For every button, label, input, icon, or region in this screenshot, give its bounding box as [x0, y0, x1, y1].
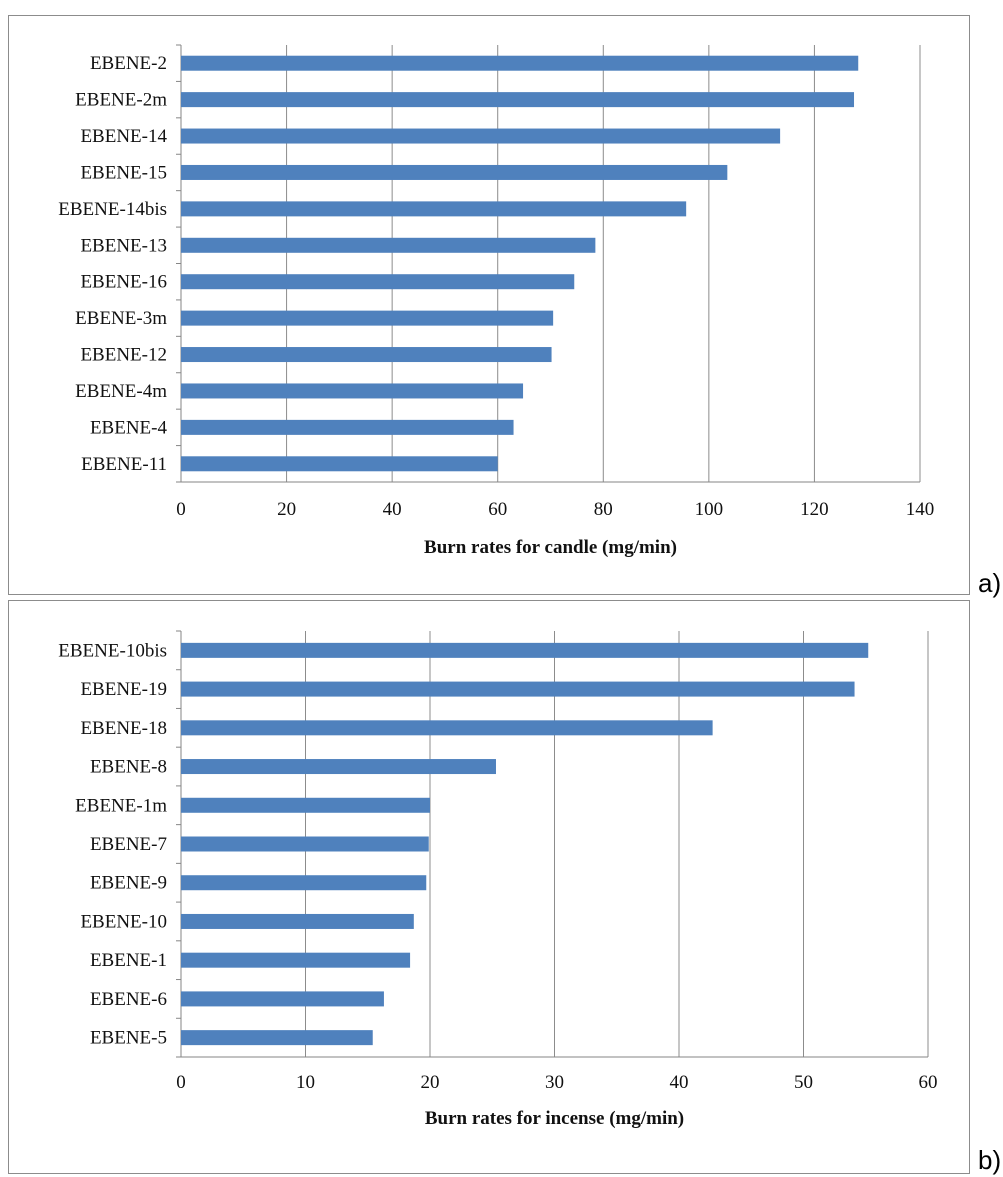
bar-EBENE-10	[181, 913, 414, 929]
bar-EBENE-13	[181, 237, 596, 253]
panel-label-a: a)	[978, 568, 1002, 598]
bar-EBENE-4m	[181, 383, 524, 399]
category-label-EBENE-2m: EBENE-2m	[75, 90, 167, 111]
bar-EBENE-5	[181, 1030, 373, 1046]
bar-EBENE-14	[181, 128, 781, 144]
category-label-EBENE-19: EBENE-19	[80, 679, 167, 700]
x-tick-label-a-40: 40	[383, 499, 402, 520]
category-label-EBENE-10: EBENE-10	[80, 911, 167, 932]
category-label-EBENE-15: EBENE-15	[80, 162, 167, 183]
category-label-EBENE-1: EBENE-1	[90, 950, 167, 971]
x-axis-title-a: Burn rates for candle (mg/min)	[424, 537, 677, 558]
category-label-EBENE-5: EBENE-5	[90, 1028, 167, 1049]
bar-EBENE-2	[181, 55, 859, 71]
category-label-EBENE-9: EBENE-9	[90, 873, 167, 894]
category-label-EBENE-14bis: EBENE-14bis	[58, 199, 167, 220]
bar-EBENE-19	[181, 681, 855, 697]
category-label-EBENE-10bis: EBENE-10bis	[58, 640, 167, 661]
category-label-EBENE-1m: EBENE-1m	[75, 795, 167, 816]
x-tick-label-a-140: 140	[906, 499, 935, 520]
bar-EBENE-4	[181, 419, 514, 435]
category-label-EBENE-7: EBENE-7	[90, 834, 167, 855]
bar-EBENE-10bis	[181, 642, 869, 658]
x-tick-label-b-10: 10	[296, 1072, 315, 1093]
x-axis-title-b: Burn rates for incense (mg/min)	[425, 1108, 684, 1129]
bar-EBENE-1	[181, 952, 411, 968]
bar-EBENE-12	[181, 347, 552, 363]
category-label-EBENE-6: EBENE-6	[90, 989, 167, 1010]
category-label-EBENE-11: EBENE-11	[81, 454, 167, 475]
category-label-EBENE-3m: EBENE-3m	[75, 308, 167, 329]
category-label-EBENE-4: EBENE-4	[90, 417, 168, 438]
category-label-EBENE-8: EBENE-8	[90, 757, 167, 778]
x-tick-label-a-60: 60	[488, 499, 507, 520]
bar-EBENE-6	[181, 991, 384, 1007]
chart-panel-a	[8, 15, 970, 595]
category-label-EBENE-2: EBENE-2	[90, 53, 167, 74]
category-label-EBENE-12: EBENE-12	[80, 345, 167, 366]
bar-EBENE-1m	[181, 797, 430, 813]
bar-EBENE-8	[181, 759, 496, 775]
x-tick-label-b-40: 40	[670, 1072, 689, 1093]
x-tick-label-b-30: 30	[545, 1072, 564, 1093]
x-tick-label-a-100: 100	[695, 499, 724, 520]
category-label-EBENE-13: EBENE-13	[80, 235, 167, 256]
x-tick-label-a-120: 120	[800, 499, 829, 520]
bar-EBENE-3m	[181, 310, 554, 326]
x-tick-label-a-80: 80	[594, 499, 613, 520]
bar-EBENE-7	[181, 836, 429, 852]
category-label-EBENE-14: EBENE-14	[80, 126, 167, 147]
x-tick-label-b-60: 60	[919, 1072, 938, 1093]
bar-EBENE-15	[181, 164, 728, 180]
category-label-EBENE-18: EBENE-18	[80, 718, 167, 739]
x-tick-label-a-20: 20	[277, 499, 296, 520]
category-label-EBENE-16: EBENE-16	[80, 272, 167, 293]
bar-EBENE-11	[181, 456, 498, 472]
category-label-EBENE-4m: EBENE-4m	[75, 381, 167, 402]
x-tick-label-a-0: 0	[176, 499, 186, 520]
bar-EBENE-18	[181, 720, 713, 736]
bar-EBENE-16	[181, 274, 575, 290]
x-tick-label-b-20: 20	[421, 1072, 440, 1093]
bar-EBENE-14bis	[181, 201, 687, 217]
panel-label-b: b)	[978, 1145, 1002, 1175]
x-tick-label-b-50: 50	[794, 1072, 813, 1093]
bar-EBENE-9	[181, 875, 427, 891]
x-tick-label-b-0: 0	[176, 1072, 186, 1093]
bar-EBENE-2m	[181, 92, 855, 108]
